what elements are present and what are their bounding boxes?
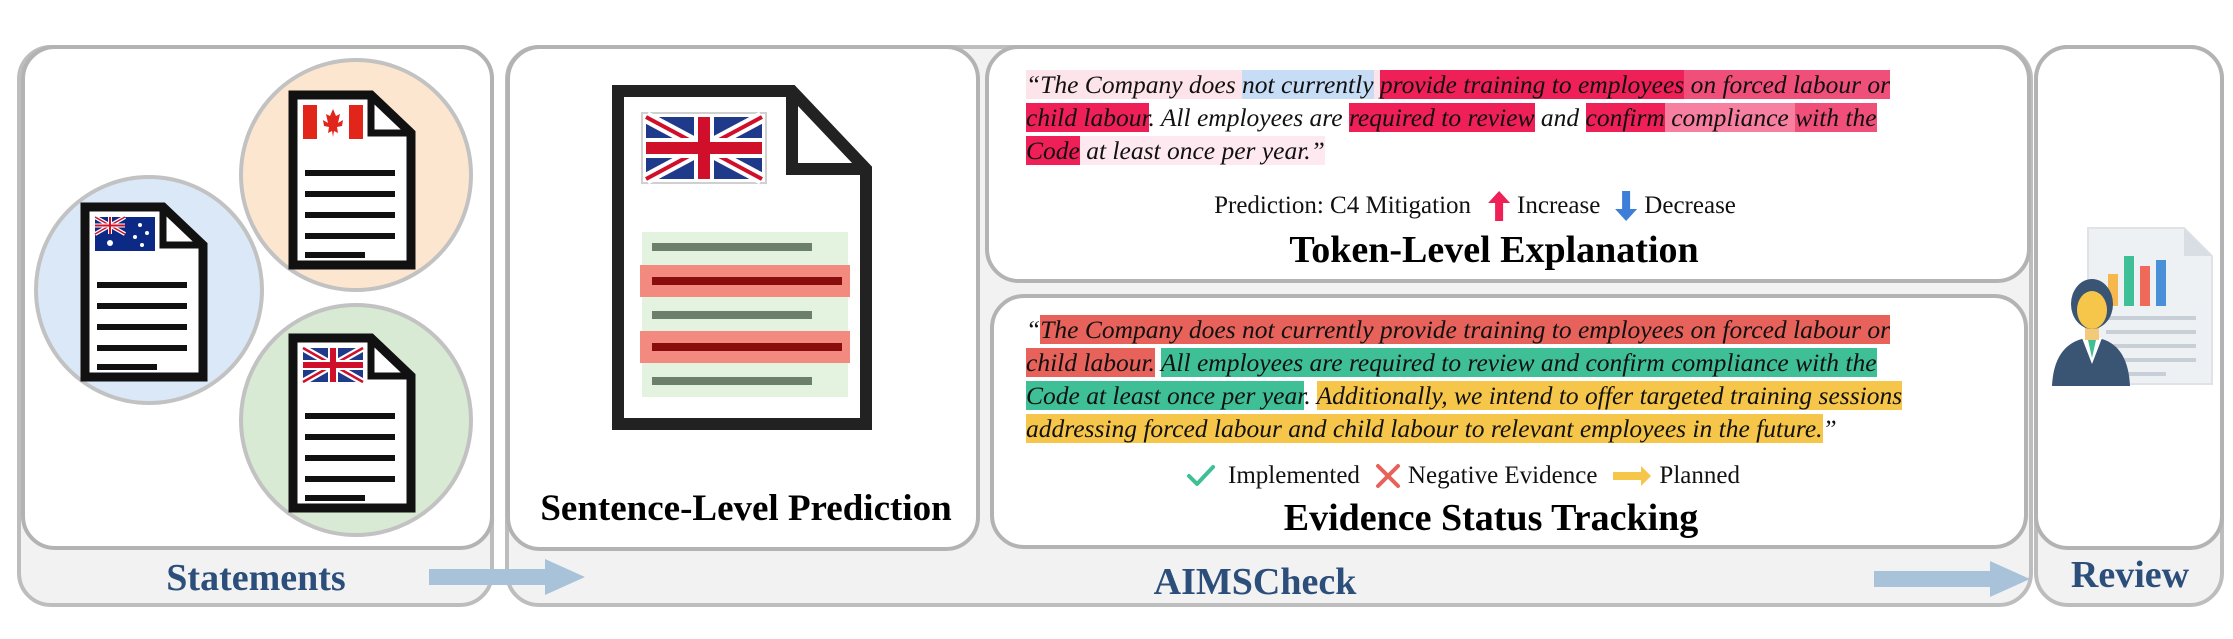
evidence-quote-highlight-span: addressing forced labour and child labou…	[1026, 414, 1823, 443]
token-quote-highlight-span: with the	[1795, 103, 1877, 132]
review-label: Review	[2070, 554, 2190, 596]
token-quote-highlight-span: Code	[1026, 136, 1080, 165]
token-quote-line: Code at least once per year.”	[1026, 134, 1890, 167]
token-level-title: Token-Level Explanation	[1289, 229, 1699, 271]
token-quote-highlight-span: on forced labour or	[1684, 70, 1891, 99]
australia-flag-document-icon	[85, 207, 203, 377]
sentence-level-title: Sentence-Level Prediction	[540, 488, 952, 529]
decrease-arrow-icon	[1615, 191, 1638, 221]
token-quote-highlight-span: at least once per year.”	[1079, 136, 1325, 165]
uk-flag-document-icon	[293, 338, 411, 508]
planned-arrow-icon	[1613, 466, 1652, 486]
token-quote-line: “The Company does not currently provide …	[1026, 68, 1891, 101]
implemented-label: Implemented	[1228, 462, 1360, 489]
decrease-label: Decrease	[1644, 192, 1736, 219]
increase-label: Increase	[1517, 192, 1601, 219]
evidence-quote-line: addressing forced labour and child labou…	[1026, 412, 1902, 445]
token-quote-highlight-span: not currently	[1242, 70, 1374, 99]
token-level-legend: Prediction: C4 Mitigation Increase Decre…	[1214, 190, 1750, 222]
negative-evidence-label: Negative Evidence	[1407, 462, 1598, 489]
evidence-status-legend: Implemented Negative Evidence Planned	[1186, 462, 1754, 490]
token-quote-highlight-span: “The Company does	[1026, 70, 1243, 99]
token-quote-line: child labour. All employees are required…	[1026, 101, 1890, 134]
evidence-quote-highlight-span: The Company does not currently provide t…	[1040, 315, 1891, 344]
evidence-quote-highlight-span: All employees are required to review and…	[1160, 348, 1877, 377]
evidence-status-quote: “The Company does not currently provide …	[1026, 313, 1903, 445]
evidence-quote-highlight-span: Code at least once per year	[1026, 381, 1305, 410]
statements-label: Statements	[166, 557, 346, 599]
token-quote-highlight-span: . All employees are	[1148, 103, 1349, 132]
token-quote-highlight-span: child labour	[1026, 103, 1149, 132]
canada-flag-document-icon	[293, 95, 411, 265]
evidence-quote-line: Code at least once per year. Additionall…	[1026, 379, 1903, 412]
prediction-label: Prediction: C4 Mitigation	[1214, 192, 1472, 219]
evidence-quote-highlight-span: ”	[1822, 414, 1837, 443]
token-quote-highlight-span: provide training to employees	[1379, 70, 1685, 99]
token-quote-highlight-span	[1373, 70, 1380, 99]
uk-flag-highlighted-document-icon	[612, 85, 872, 430]
evidence-quote-highlight-span: “	[1026, 315, 1041, 344]
token-quote-highlight-span: confirm	[1585, 103, 1665, 132]
planned-label: Planned	[1659, 462, 1740, 489]
evidence-quote-line: “The Company does not currently provide …	[1026, 313, 1902, 346]
cross-icon	[1375, 464, 1400, 488]
reviewer-with-report-icon	[2052, 227, 2213, 386]
evidence-quote-highlight-span: .	[1304, 381, 1317, 410]
statements-illustration	[34, 58, 473, 537]
evidence-quote-line: child labour. All employees are required…	[1026, 346, 1902, 379]
evidence-quote-highlight-span: child labour.	[1026, 348, 1155, 377]
token-quote-highlight-span: and	[1534, 103, 1586, 132]
evidence-status-title: Evidence Status Tracking	[1283, 497, 1699, 539]
evidence-quote-highlight-span: Additionally, we intend to offer targete…	[1316, 381, 1903, 410]
flow-arrow-statements-to-aimscheck	[429, 559, 585, 595]
token-level-quote: “The Company does not currently provide …	[1026, 68, 1891, 167]
aimscheck-label: AIMSCheck	[1153, 561, 1357, 603]
check-icon	[1187, 465, 1216, 486]
token-quote-highlight-span: required to review	[1348, 103, 1535, 132]
evidence-quote-highlight-span	[1155, 348, 1161, 377]
flow-arrow-aimscheck-to-review	[1874, 561, 2030, 597]
increase-arrow-icon	[1488, 191, 1511, 221]
token-quote-highlight-span: compliance	[1664, 103, 1796, 132]
